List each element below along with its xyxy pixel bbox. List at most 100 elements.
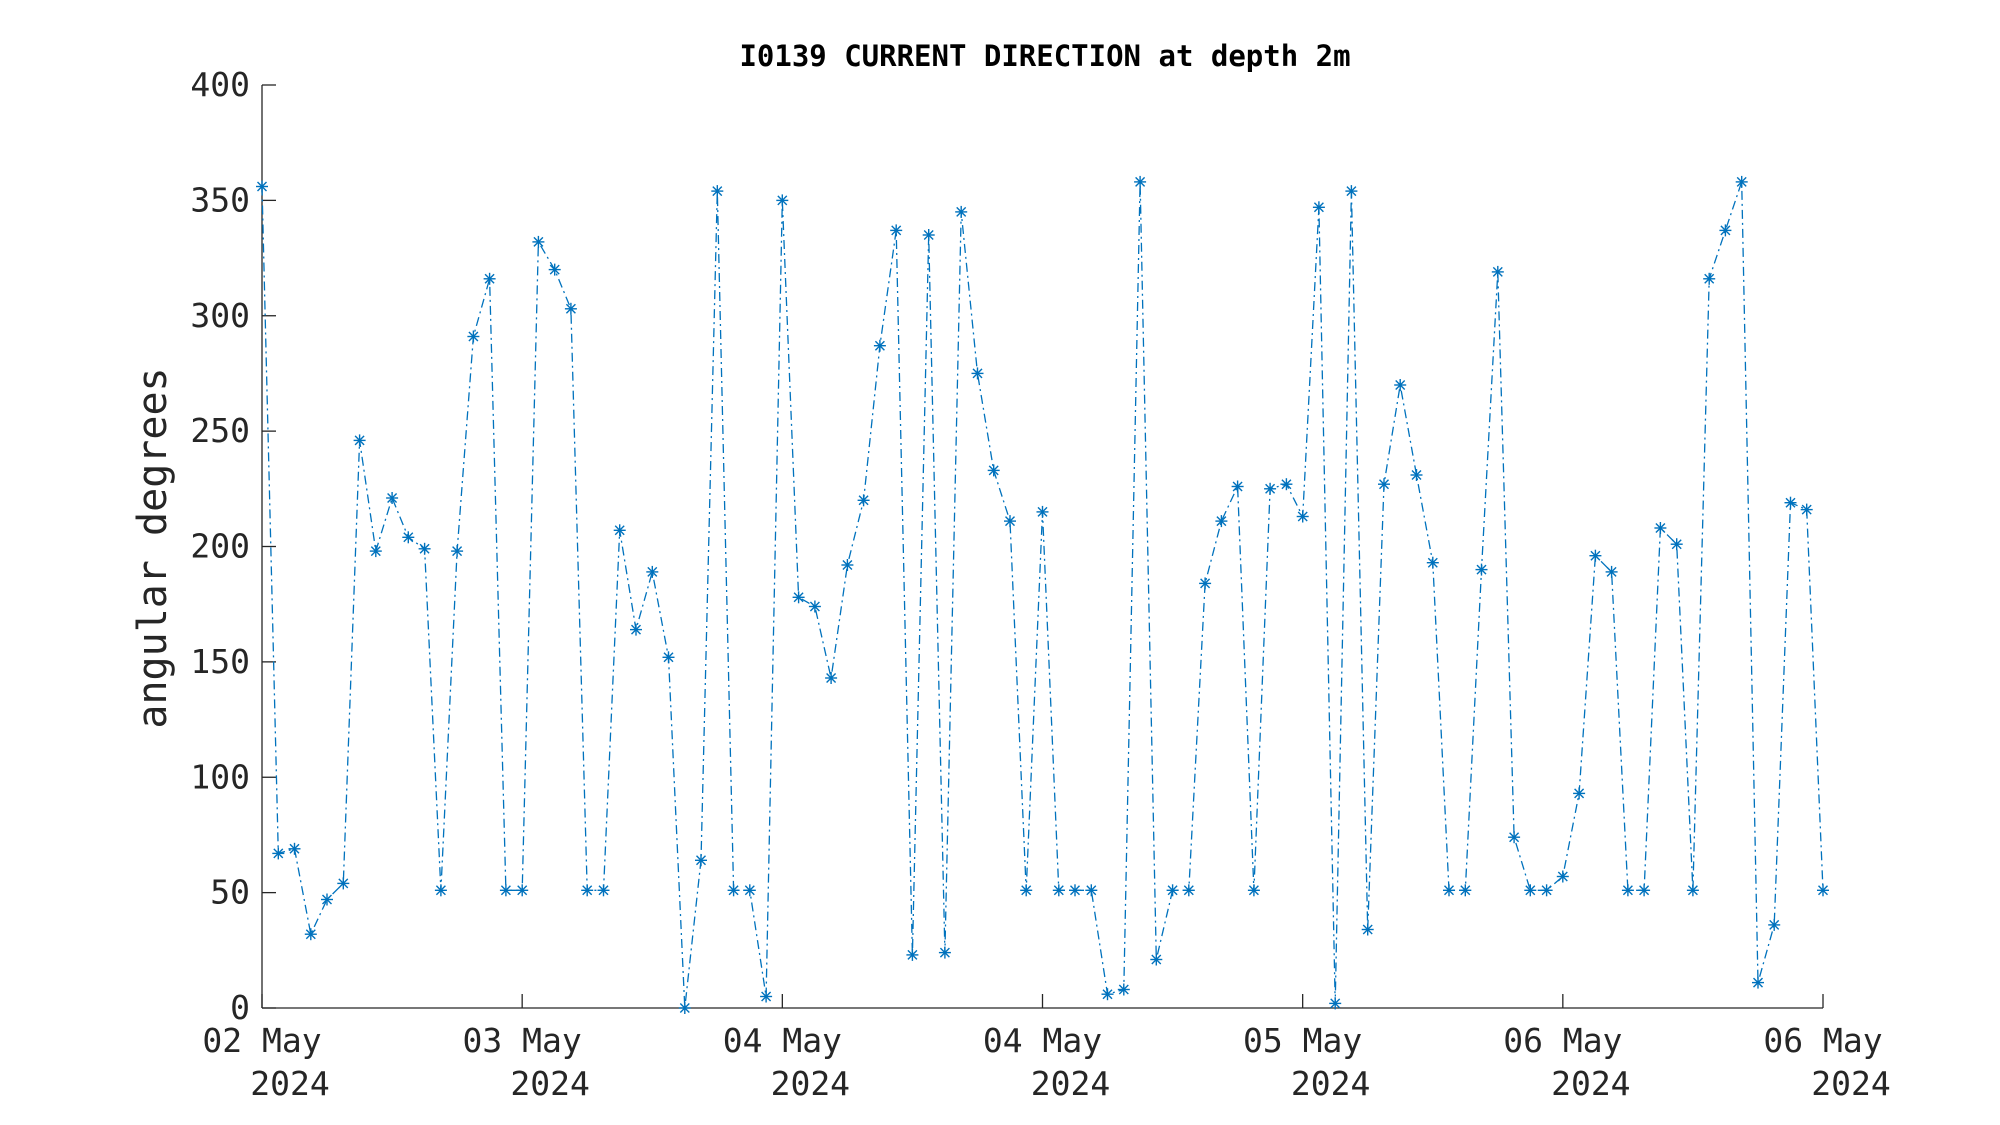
data-point xyxy=(1069,884,1081,897)
data-point xyxy=(1784,496,1797,509)
data-point xyxy=(1524,884,1537,897)
data-point xyxy=(987,464,1000,477)
data-point xyxy=(1735,175,1748,188)
data-point xyxy=(1719,224,1732,237)
data-point xyxy=(1280,478,1293,491)
y-tick-label: 200 xyxy=(190,527,250,566)
y-tick-label: 50 xyxy=(210,873,250,912)
data-point xyxy=(1312,201,1325,214)
data-point xyxy=(1703,272,1716,285)
x-tick-year-label: 2024 xyxy=(1811,1064,1890,1103)
data-point xyxy=(1215,515,1228,528)
y-tick-label: 0 xyxy=(230,988,250,1027)
data-point xyxy=(776,194,789,207)
data-point xyxy=(548,263,561,276)
data-point xyxy=(662,651,675,664)
data-point xyxy=(304,928,317,941)
data-point xyxy=(272,847,285,860)
tick-labels: 0 50 100 150 200 250 300 350 400 02 May 2024 03 May… xyxy=(190,65,1890,1103)
data-point xyxy=(711,185,724,198)
data-point xyxy=(613,524,626,537)
y-tick-label: 300 xyxy=(190,296,250,335)
data-point xyxy=(873,339,886,352)
x-tick-year-label: 2024 xyxy=(771,1064,850,1103)
data-point xyxy=(1020,884,1033,897)
x-tick-year-label: 2024 xyxy=(1031,1064,1110,1103)
data-point xyxy=(857,494,870,507)
data-point xyxy=(516,884,529,897)
data-point xyxy=(1491,265,1504,278)
data-point xyxy=(1085,884,1098,897)
data-point xyxy=(1166,884,1179,897)
data-point xyxy=(1150,953,1163,966)
data-point xyxy=(1345,185,1358,198)
data-point xyxy=(256,180,268,193)
data-point xyxy=(841,559,854,571)
series-line xyxy=(261,181,1824,1009)
data-point xyxy=(955,205,968,218)
x-tick-year-label: 2024 xyxy=(250,1064,329,1103)
data-point xyxy=(1361,923,1374,936)
data-point xyxy=(1443,884,1455,897)
data-point xyxy=(321,893,333,906)
data-point xyxy=(1036,505,1049,518)
data-point xyxy=(1410,469,1423,481)
x-tick-label: 04 May xyxy=(983,1021,1102,1060)
data-point xyxy=(581,884,594,897)
data-point xyxy=(630,623,642,636)
data-point xyxy=(1101,988,1114,1001)
data-point xyxy=(727,884,740,897)
data-point xyxy=(1426,556,1439,569)
data-point xyxy=(1605,565,1618,578)
data-point xyxy=(418,542,431,555)
y-tick-label: 350 xyxy=(190,180,250,219)
data-point xyxy=(402,531,415,544)
x-tick-label: 03 May xyxy=(463,1021,582,1060)
data-point xyxy=(890,224,903,237)
data-point xyxy=(1231,480,1244,493)
plot-area xyxy=(256,175,1829,1014)
data-point xyxy=(1768,918,1781,931)
data-point xyxy=(1475,563,1488,576)
data-point xyxy=(1134,175,1147,188)
data-point xyxy=(1817,884,1829,897)
x-tick-year-label: 2024 xyxy=(1551,1064,1630,1103)
data-point xyxy=(1004,515,1016,528)
x-tick-label: 06 May xyxy=(1763,1021,1882,1060)
data-point xyxy=(1199,577,1212,590)
data-point xyxy=(1394,379,1407,391)
data-point xyxy=(1540,884,1553,897)
data-point xyxy=(906,948,919,961)
data-point xyxy=(288,842,301,855)
data-point xyxy=(1052,884,1065,897)
data-point xyxy=(1686,884,1699,897)
data-point xyxy=(695,854,707,867)
data-point xyxy=(434,884,447,897)
data-point xyxy=(1117,983,1130,996)
data-point xyxy=(971,367,984,380)
x-tick-label: 04 May xyxy=(723,1021,842,1060)
data-point xyxy=(792,591,805,604)
data-point xyxy=(938,946,951,959)
data-point xyxy=(564,302,577,315)
data-point xyxy=(1556,870,1569,883)
data-point xyxy=(1573,787,1586,800)
x-tick-label: 05 May xyxy=(1243,1021,1362,1060)
x-tick-label: 06 May xyxy=(1503,1021,1622,1060)
y-tick-label: 150 xyxy=(190,642,250,681)
data-point xyxy=(483,272,496,285)
data-point xyxy=(532,235,545,248)
data-point xyxy=(743,884,756,897)
data-point xyxy=(1508,831,1521,844)
data-point xyxy=(760,990,773,1003)
data-point xyxy=(386,492,399,504)
data-point xyxy=(1589,549,1602,562)
x-tick-year-label: 2024 xyxy=(1291,1064,1370,1103)
data-point xyxy=(1621,884,1634,897)
y-axis-label: angular degrees xyxy=(130,367,176,728)
data-point xyxy=(1378,478,1390,491)
data-point xyxy=(1296,510,1309,523)
data-point xyxy=(1654,522,1667,534)
data-point xyxy=(1800,503,1813,516)
data-point xyxy=(825,672,838,684)
